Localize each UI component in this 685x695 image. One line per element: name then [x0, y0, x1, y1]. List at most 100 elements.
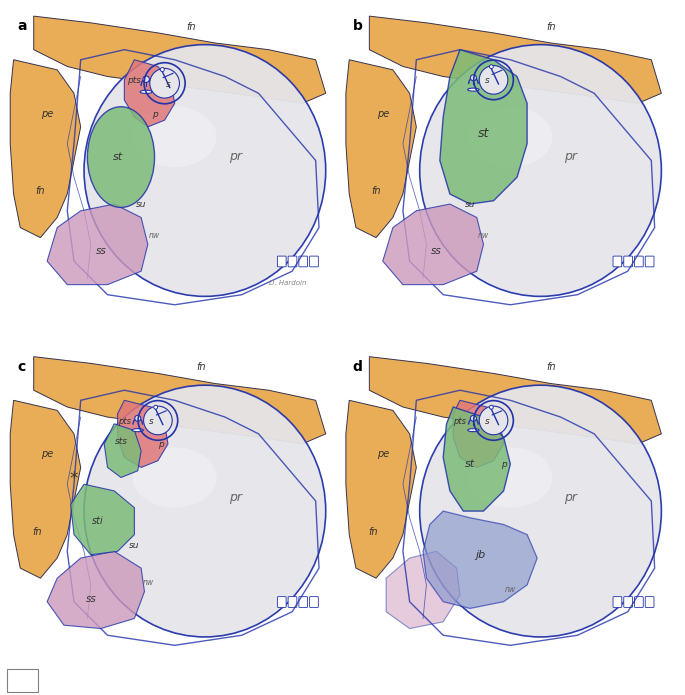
FancyBboxPatch shape — [613, 256, 622, 267]
Polygon shape — [118, 400, 168, 468]
Text: fn: fn — [197, 362, 206, 372]
Circle shape — [135, 416, 141, 421]
Text: sts: sts — [114, 437, 127, 446]
Text: pe: pe — [41, 450, 53, 459]
Text: nw: nw — [478, 231, 489, 240]
Text: sti: sti — [92, 516, 103, 527]
Polygon shape — [443, 407, 510, 511]
Polygon shape — [369, 16, 661, 104]
Text: pr: pr — [564, 150, 577, 163]
Circle shape — [144, 406, 172, 435]
Text: fn: fn — [546, 362, 556, 372]
Text: pr: pr — [564, 491, 577, 504]
Text: pe: pe — [41, 109, 53, 119]
Text: nw: nw — [505, 584, 516, 594]
Polygon shape — [346, 400, 416, 578]
Polygon shape — [47, 204, 148, 285]
Circle shape — [471, 416, 477, 421]
Text: d: d — [353, 360, 362, 374]
Circle shape — [160, 67, 164, 72]
Ellipse shape — [469, 448, 552, 508]
Text: jb: jb — [475, 550, 485, 560]
FancyBboxPatch shape — [288, 596, 297, 607]
Text: fn: fn — [546, 22, 556, 31]
FancyBboxPatch shape — [299, 596, 308, 607]
FancyBboxPatch shape — [645, 596, 654, 607]
Text: su: su — [136, 200, 147, 209]
Text: pts: pts — [453, 417, 466, 426]
FancyBboxPatch shape — [310, 596, 319, 607]
Circle shape — [471, 75, 477, 81]
FancyBboxPatch shape — [634, 596, 643, 607]
Text: pr: pr — [229, 491, 242, 504]
Polygon shape — [104, 424, 141, 477]
Text: s: s — [166, 80, 171, 88]
Text: s: s — [484, 417, 489, 426]
Ellipse shape — [420, 44, 661, 296]
Ellipse shape — [84, 385, 325, 637]
FancyBboxPatch shape — [310, 256, 319, 267]
FancyBboxPatch shape — [624, 256, 632, 267]
Text: p: p — [158, 441, 164, 449]
Text: fn: fn — [36, 186, 45, 196]
Ellipse shape — [132, 429, 143, 432]
Text: nw: nw — [142, 578, 153, 587]
Text: pts: pts — [127, 76, 141, 85]
Polygon shape — [34, 16, 325, 104]
Circle shape — [153, 405, 158, 409]
Circle shape — [150, 68, 179, 98]
FancyBboxPatch shape — [277, 256, 286, 267]
Polygon shape — [124, 60, 175, 127]
Polygon shape — [34, 357, 325, 444]
FancyBboxPatch shape — [299, 256, 308, 267]
Ellipse shape — [468, 88, 479, 91]
Ellipse shape — [133, 448, 216, 508]
Text: pts: pts — [118, 417, 131, 426]
Circle shape — [479, 65, 508, 95]
Ellipse shape — [84, 44, 325, 296]
Polygon shape — [423, 511, 537, 608]
Polygon shape — [47, 551, 145, 628]
Text: nw: nw — [149, 231, 160, 240]
FancyBboxPatch shape — [277, 596, 286, 607]
Text: pe: pe — [377, 109, 389, 119]
Circle shape — [143, 76, 149, 83]
Text: fn: fn — [368, 527, 377, 537]
Text: c: c — [17, 360, 25, 374]
Text: s: s — [484, 76, 489, 85]
Text: ss: ss — [86, 594, 96, 604]
Text: b: b — [353, 19, 362, 33]
Polygon shape — [346, 60, 416, 238]
Text: su: su — [465, 200, 475, 209]
Text: pr: pr — [229, 150, 242, 163]
Text: D. Hardoin: D. Hardoin — [269, 279, 306, 286]
Polygon shape — [10, 400, 81, 578]
FancyBboxPatch shape — [624, 596, 632, 607]
Text: pe: pe — [377, 450, 389, 459]
Ellipse shape — [469, 107, 552, 167]
Text: a: a — [17, 19, 27, 33]
Text: *: * — [70, 471, 78, 488]
Text: st: st — [477, 127, 489, 140]
Polygon shape — [386, 551, 460, 628]
Text: fn: fn — [32, 527, 42, 537]
FancyBboxPatch shape — [634, 256, 643, 267]
Polygon shape — [440, 49, 527, 204]
FancyBboxPatch shape — [613, 596, 622, 607]
Ellipse shape — [140, 90, 152, 93]
Circle shape — [479, 406, 508, 435]
Polygon shape — [369, 357, 661, 444]
Text: fn: fn — [371, 186, 381, 196]
Circle shape — [489, 65, 493, 69]
Text: st: st — [112, 152, 123, 163]
Ellipse shape — [133, 107, 216, 167]
Circle shape — [489, 405, 493, 409]
Text: su: su — [129, 541, 140, 550]
Text: s: s — [149, 417, 153, 426]
Text: p: p — [151, 110, 158, 119]
Polygon shape — [10, 60, 81, 238]
Polygon shape — [71, 484, 134, 555]
Ellipse shape — [88, 107, 155, 207]
Polygon shape — [383, 204, 484, 285]
Text: fn: fn — [187, 22, 196, 31]
